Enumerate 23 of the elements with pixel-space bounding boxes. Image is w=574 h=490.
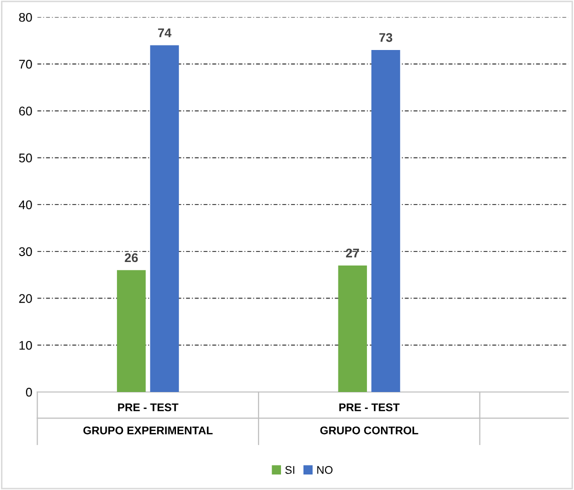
- data-label: 73: [379, 33, 392, 42]
- x-tick-label: PRE - TEST: [339, 403, 400, 412]
- y-tick-label: 30: [19, 247, 32, 256]
- x-tick-label: PRE - TEST: [118, 403, 178, 412]
- y-tick-label: 70: [19, 60, 32, 69]
- text: GRUPO CONTROL: [320, 426, 418, 434]
- bar: [338, 265, 367, 392]
- y-tick-label: 40: [18, 200, 32, 210]
- y-tick-label: 10: [20, 340, 32, 350]
- data-label: 27: [346, 248, 359, 258]
- y-tick-label: 20: [19, 294, 32, 303]
- data-label: 26: [124, 253, 138, 262]
- y-tick-label: 80: [19, 12, 32, 22]
- y-tick-label: 60: [19, 106, 32, 116]
- bar: [150, 45, 179, 392]
- y-tick-label: 50: [19, 154, 32, 162]
- data-label: 74: [158, 28, 172, 38]
- y-tick-label: 0: [26, 388, 32, 397]
- text: GRUPO EXPERIMENTAL: [83, 426, 213, 434]
- legend-label: NO: [317, 466, 333, 474]
- legend-label: SI: [285, 466, 294, 474]
- bar: [371, 50, 400, 392]
- bar: [116, 270, 146, 392]
